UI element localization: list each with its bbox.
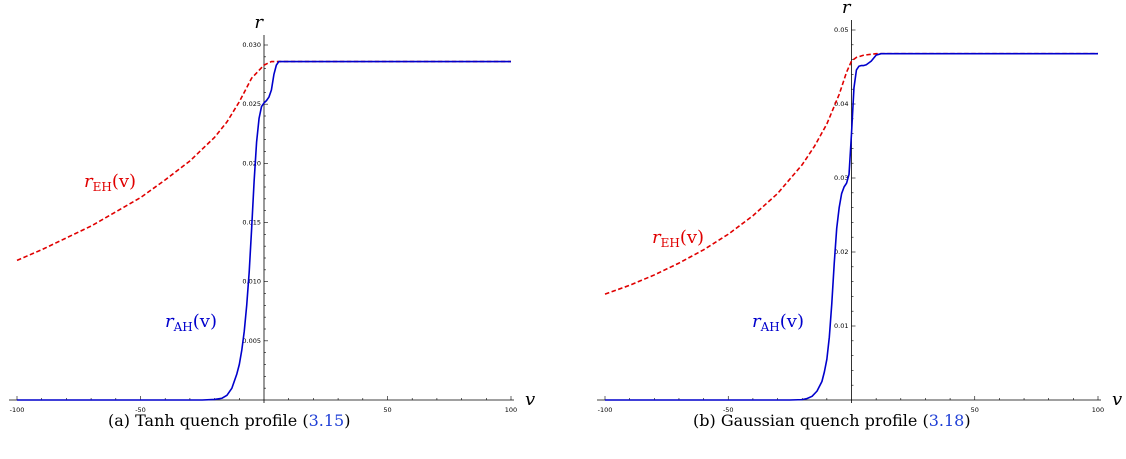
y-tick-label: 0.02 xyxy=(834,248,848,256)
x-tick-label: 50 xyxy=(383,406,391,414)
y-tick-label: 0.010 xyxy=(242,278,261,286)
x-tick-label: -100 xyxy=(598,406,613,414)
caption-a-close: ) xyxy=(344,411,351,430)
caption-a-equation-link[interactable]: 3.15 xyxy=(308,411,345,430)
y-axis-label: r xyxy=(254,12,264,33)
chart-gaussian-quench: -100 -50 50 100 v 0.01 0.02 0.03 0.04 0.05 r rEH(v)… xyxy=(597,0,1122,414)
x-axis-label: v xyxy=(525,389,535,410)
series-eh-label: rEH(v) xyxy=(84,171,136,194)
y-tick-label: 0.005 xyxy=(242,337,261,345)
y-tick-label: 0.030 xyxy=(242,41,261,49)
y-tick-label: 0.020 xyxy=(242,159,261,167)
x-tick-label: -50 xyxy=(723,406,734,414)
y-axis-label: r xyxy=(842,0,852,18)
x-tick-label: 50 xyxy=(971,406,979,414)
caption-b-equation-link[interactable]: 3.18 xyxy=(928,411,965,430)
series-ah-label: rAH(v) xyxy=(752,311,804,334)
y-tick-label: 0.01 xyxy=(834,322,848,330)
x-tick-label: -50 xyxy=(135,406,146,414)
y-tick-label: 0.025 xyxy=(242,100,261,108)
caption-b-close: ) xyxy=(964,411,971,430)
series-ah-line xyxy=(17,60,511,401)
x-tick-label: 100 xyxy=(1092,406,1104,414)
series-ah-label: rAH(v) xyxy=(165,311,217,334)
series-ah-line xyxy=(605,52,1098,401)
caption-a: (a) Tanh quench profile (3.15) xyxy=(108,411,350,430)
y-tick-label: 0.04 xyxy=(834,100,848,108)
chart-tanh-quench: -100 -50 50 100 v0.0050.0100.0150.0200.0250.… xyxy=(9,12,535,414)
caption-a-text: (a) Tanh quench profile ( xyxy=(108,411,309,430)
x-tick-label: 100 xyxy=(505,406,517,414)
caption-b-text: (b) Gaussian quench profile ( xyxy=(693,411,929,430)
caption-b: (b) Gaussian quench profile (3.18) xyxy=(693,411,971,430)
y-tick-label: 0.03 xyxy=(834,174,848,182)
series-eh-label: rEH(v) xyxy=(652,227,704,250)
series-eh-line xyxy=(16,60,511,262)
x-tick-label: -100 xyxy=(10,406,25,414)
y-tick-label: 0.05 xyxy=(834,26,848,34)
x-axis-label: v xyxy=(1112,389,1122,410)
